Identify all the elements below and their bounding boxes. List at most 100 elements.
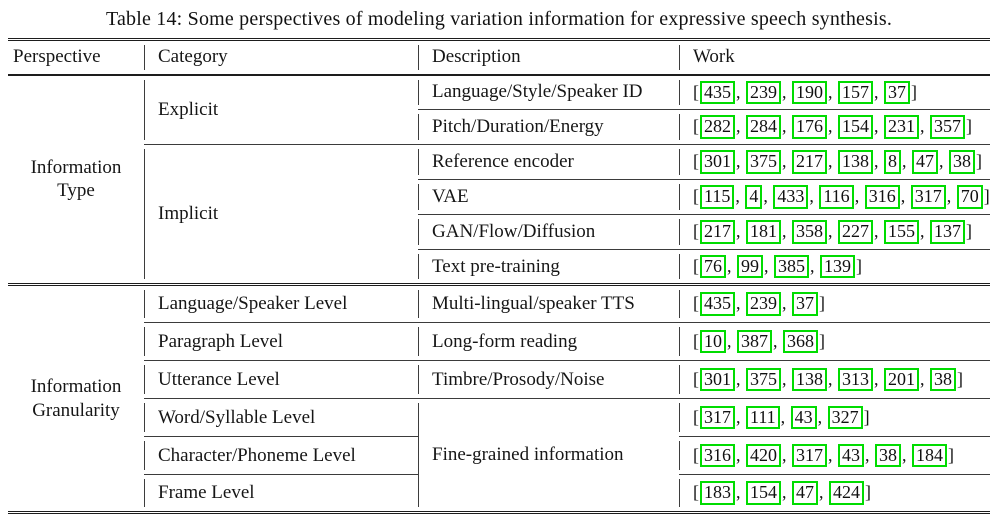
citation-ref[interactable]: 357 [930,115,965,139]
citation-ref[interactable]: 10 [700,329,726,354]
citation-ref[interactable]: 76 [700,254,726,279]
work-cell: [317, 111, 43, 327] [679,398,990,437]
citation-ref[interactable]: 38 [930,367,956,392]
work-cell: [316, 420, 317, 43, 38, 184] [679,436,990,475]
work-citation-list: [435, 239, 190, 157, 37] [693,80,917,104]
work-citation-list: [217, 181, 358, 227, 155, 137] [693,220,972,244]
citation-ref[interactable]: 154 [838,115,873,139]
citation-ref[interactable]: 138 [838,150,873,174]
citation-ref[interactable]: 301 [700,367,735,392]
citation-ref[interactable]: 317 [792,443,827,468]
citation-ref[interactable]: 284 [746,115,781,139]
citation-ref[interactable]: 420 [746,443,781,468]
citation-ref[interactable]: 111 [746,405,780,430]
citation-ref[interactable]: 231 [884,115,919,139]
work-cell: [183, 154, 47, 424] [679,474,990,513]
citation-ref[interactable]: 70 [956,185,983,209]
description-cell: Pitch/Duration/Energy [418,109,679,145]
citation-ref[interactable]: 435 [700,292,735,316]
paper-page: Table 14: Some perspectives of modeling … [8,8,990,514]
category-cell: Paragraph Level [144,322,418,361]
work-cell: [76, 99, 385, 139] [679,249,990,285]
description-cell: Multi-lingual/speaker TTS [418,283,679,323]
citation-ref[interactable]: 138 [792,367,827,392]
citation-ref[interactable]: 37 [884,80,910,104]
citation-ref[interactable]: 317 [910,185,946,209]
citation-ref[interactable]: 47 [912,150,938,174]
perspectives-table: Perspective Category Description Work In… [8,38,990,514]
citation-ref[interactable]: 157 [838,80,873,104]
citation-ref[interactable]: 154 [746,481,781,505]
column-header-work: Work [679,39,990,76]
column-header-perspective: Perspective [8,39,144,76]
citation-ref[interactable]: 190 [792,80,827,104]
citation-ref[interactable]: 37 [792,292,818,316]
citation-ref[interactable]: 139 [820,254,855,279]
citation-ref[interactable]: 217 [700,220,735,244]
citation-ref[interactable]: 387 [737,329,772,354]
table-row: Text pre-training [76, 99, 385, 139] [8,249,990,285]
citation-ref[interactable]: 184 [912,443,947,468]
work-citation-list: [301, 375, 138, 313, 201, 38] [693,367,963,392]
category-cell: Word/Syllable Level [144,398,418,437]
citation-ref[interactable]: 327 [827,405,863,430]
table-row: Implicit Reference encoder [301, 375, 21… [8,144,990,285]
table-row: GAN/Flow/Diffusion [217, 181, 358, 227, … [8,214,990,250]
table-row: Paragraph Level Long-form reading [10, 3… [8,322,990,361]
description-cell: Reference encoder [418,144,679,180]
citation-ref[interactable]: 316 [864,185,900,209]
citation-ref[interactable]: 217 [792,150,827,174]
table-row: Frame Level [183, 154, 47, 424] [8,474,990,513]
citation-ref[interactable]: 313 [838,367,873,392]
citation-ref[interactable]: 47 [792,481,818,505]
citation-ref[interactable]: 358 [792,220,827,244]
category-cell: Implicit [144,144,418,285]
description-cell: Text pre-training [418,249,679,285]
header-row: Perspective Category Description Work [8,39,990,76]
citation-ref[interactable]: 115 [700,185,735,209]
citation-ref[interactable]: 155 [884,220,919,244]
citation-ref[interactable]: 301 [700,150,735,174]
citation-ref[interactable]: 424 [829,481,864,505]
citation-ref[interactable]: 239 [746,80,781,104]
citation-ref[interactable]: 116 [819,185,854,209]
citation-ref[interactable]: 368 [783,329,818,354]
citation-ref[interactable]: 385 [774,254,809,279]
citation-ref[interactable]: 43 [790,405,817,430]
citation-ref[interactable]: 183 [700,481,735,505]
citation-ref[interactable]: 435 [700,80,735,104]
work-citation-list: [183, 154, 47, 424] [693,481,871,505]
table-row: Information Type Explicit Language/Style… [8,74,990,285]
citation-ref[interactable]: 316 [700,443,735,468]
description-cell: Long-form reading [418,322,679,361]
citation-ref[interactable]: 8 [884,150,901,174]
citation-ref[interactable]: 375 [746,367,781,392]
citation-ref[interactable]: 282 [700,115,735,139]
category-cell: Frame Level [144,474,418,513]
description-cell: Timbre/Prosody/Noise [418,360,679,399]
citation-ref[interactable]: 38 [949,150,975,174]
category-cell: Explicit [144,74,418,145]
table-row: Pitch/Duration/Energy [282, 284, 176, 15… [8,109,990,145]
perspective-cell: Information Granularity [8,283,144,513]
citation-ref[interactable]: 99 [737,254,763,279]
citation-ref[interactable]: 201 [884,367,919,392]
citation-ref[interactable]: 433 [773,185,809,209]
work-cell: [301, 375, 138, 313, 201, 38] [679,360,990,399]
citation-ref[interactable]: 137 [930,220,965,244]
citation-ref[interactable]: 4 [745,185,763,209]
citation-ref[interactable]: 38 [875,443,901,468]
description-cell: Language/Style/Speaker ID [418,74,679,110]
category-cell: Utterance Level [144,360,418,399]
table-row: Character/Phoneme Level [316, 420, 317, … [8,436,990,475]
citation-ref[interactable]: 375 [746,150,781,174]
citation-ref[interactable]: 176 [792,115,827,139]
work-cell: [435, 239, 190, 157, 37] [679,74,990,110]
citation-ref[interactable]: 317 [700,405,735,430]
table-row: Information Granularity Language/Speaker… [8,283,990,513]
citation-ref[interactable]: 43 [838,443,864,468]
citation-ref[interactable]: 227 [838,220,873,244]
description-cell: VAE [418,179,679,215]
citation-ref[interactable]: 181 [746,220,781,244]
citation-ref[interactable]: 239 [746,292,781,316]
